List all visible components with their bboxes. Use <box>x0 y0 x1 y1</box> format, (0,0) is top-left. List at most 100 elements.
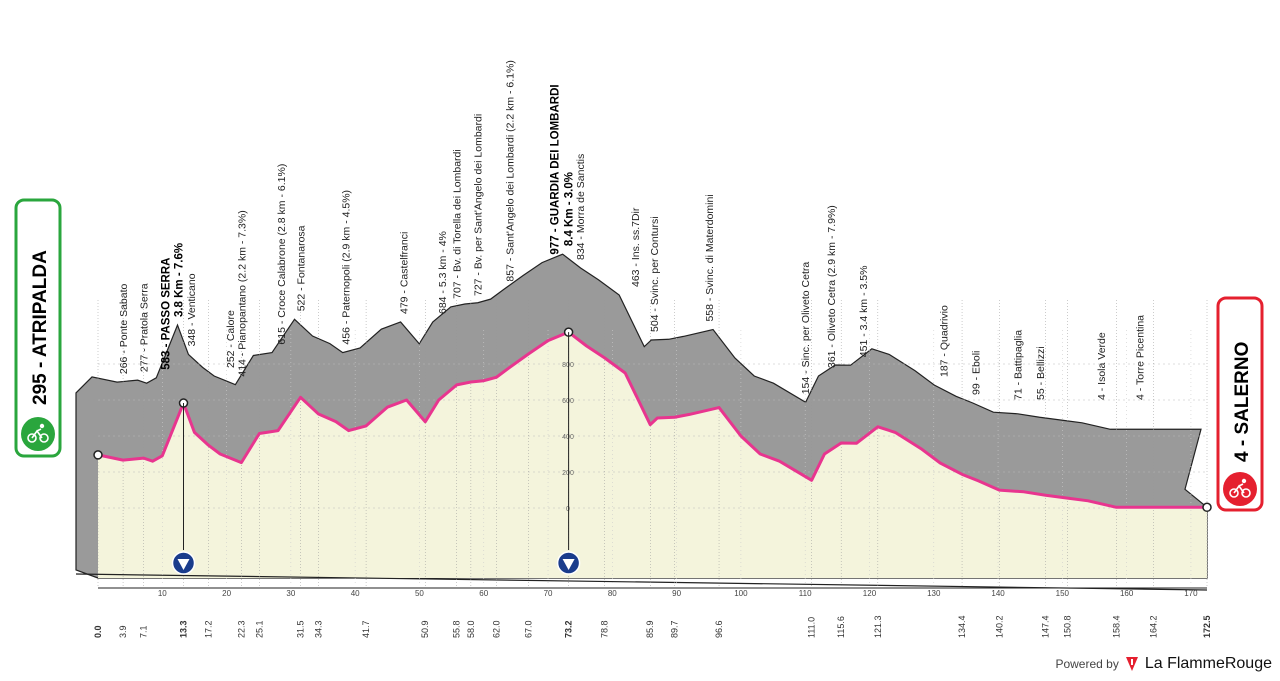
km-label-17.2: 17.2 <box>204 620 214 638</box>
x-tick-120: 120 <box>863 589 877 598</box>
x-tick-10: 10 <box>158 589 167 598</box>
badges: 295 - ATRIPALDA 4 - SALERNO <box>14 198 1264 512</box>
km-label-7.1: 7.1 <box>139 625 149 638</box>
x-tick-130: 130 <box>927 589 941 598</box>
brand-text: La FlammeRouge <box>1144 655 1272 672</box>
x-tick-50: 50 <box>415 589 424 598</box>
waypoint-label-17: 834 - Morra de Sanctis <box>575 154 587 260</box>
waypoint-label-29: 4 - Torre Picentina <box>1134 315 1146 400</box>
x-tick-20: 20 <box>222 589 231 598</box>
finish-cyclist-icon <box>1223 472 1257 506</box>
waypoint-label-4: 348 - Venticano <box>186 273 198 346</box>
finish-badge: 4 - SALERNO <box>1216 296 1264 512</box>
start-badge: 295 - ATRIPALDA <box>14 198 62 458</box>
waypoint-label-28: 4 - Isola Verde <box>1096 332 1108 400</box>
road-layer <box>93 327 1212 575</box>
waypoint-label-1: 277 - Pratola Serra <box>139 283 151 372</box>
waypoint-label-0: 266 - Ponte Sabato <box>118 283 130 374</box>
waypoint-label-26: 71 - Battipaglia <box>1012 330 1024 400</box>
waypoint-label-8: 522 - Fontanarosa <box>296 225 308 311</box>
waypoint-labels: 266 - Ponte Sabato 277 - Pratola Serra 583… <box>118 60 1146 400</box>
x-tick-60: 60 <box>479 589 488 598</box>
road-line <box>97 330 1207 509</box>
km-label-22.3: 22.3 <box>236 620 246 638</box>
x-tick-110: 110 <box>799 589 812 598</box>
km-label-111.0: 111.0 <box>807 617 817 638</box>
alt-tick-0: 0 <box>566 506 570 513</box>
alt-tick-200: 200 <box>562 470 574 477</box>
waypoint-label-14: 857 - Sant'Angelo dei Lombardi (2.2 km -… <box>504 60 516 281</box>
start-badge-frame <box>14 198 62 458</box>
finish-rider-head <box>1241 478 1247 484</box>
waypoint-label-24: 187 - Quadrivio <box>938 305 950 377</box>
waypoint-label-7: 615 - Croce Calabrone (2.8 km - 6.1%) <box>276 164 288 345</box>
km-label-3.9: 3.9 <box>118 625 128 638</box>
waypoint-label-13: 727 - Bv. per Sant'Angelo dei Lombardi <box>472 114 484 296</box>
km-label-89.7: 89.7 <box>670 620 680 638</box>
x-axis: 10 20 30 40 50 60 70 80 90 100 110 120 130 140 150 160 1… <box>93 587 1212 638</box>
km-label-85.9: 85.9 <box>645 620 655 638</box>
relief-layer <box>75 253 1208 579</box>
waypoint-label-18: 463 - Ins. ss.7Dir <box>630 207 642 287</box>
km-label-34.3: 34.3 <box>314 620 324 638</box>
waypoint-label-12: 707 - Bv. di Torella dei Lombardi <box>452 149 464 299</box>
waypoint-label-21: 154 - Sinc. per Oliveto Cetra <box>800 262 812 395</box>
km-label-158.4: 158.4 <box>1111 615 1121 638</box>
km-label-121.3: 121.3 <box>873 615 883 638</box>
km-label-147.4: 147.4 <box>1041 615 1051 638</box>
waypoint-label-11: 684 - 5.3 km - 4% <box>437 231 449 314</box>
sprint-chevron-icon <box>562 559 575 570</box>
km-label-73.2: 73.2 <box>564 620 574 638</box>
powered-by-text: Powered by <box>1055 657 1119 671</box>
km-label-13.3: 13.3 <box>179 620 189 638</box>
x-tick-80: 80 <box>608 589 617 598</box>
waypoint-label-3: 3.8 Km - 7.6% <box>173 243 185 317</box>
waypoint-label-16: 8.4 Km - 3.0% <box>564 172 576 246</box>
x-tick-30: 30 <box>286 589 295 598</box>
x-tick-70: 70 <box>544 589 553 598</box>
alt-tick-800: 800 <box>562 362 574 369</box>
km-label-31.5: 31.5 <box>296 620 306 638</box>
x-tick-170: 170 <box>1184 589 1198 598</box>
waypoint-label-9: 456 - Paternopoli (2.9 km - 4.5%) <box>341 190 353 345</box>
waypoint-label-25: 99 - Eboli <box>971 351 983 395</box>
waypoint-label-5: 252 - Calore <box>225 310 237 368</box>
finish-point <box>1202 502 1212 513</box>
start-cyclist-icon <box>21 417 55 451</box>
km-label-25.1: 25.1 <box>254 620 264 638</box>
waypoint-label-22: 361 - Oliveto Cetra (2.9 km - 7.9%) <box>826 205 838 368</box>
km-label-150.8: 150.8 <box>1062 615 1072 638</box>
km-label-0.0: 0.0 <box>93 625 103 638</box>
start-bike-glyph <box>27 428 49 443</box>
waypoint-label-19: 504 - Svinc. per Contursi <box>649 216 661 332</box>
km-label-55.8: 55.8 <box>452 620 462 638</box>
x-tick-140: 140 <box>991 589 1005 598</box>
waypoint-label-20: 558 - Svinc. di Materdomini <box>704 194 716 321</box>
waypoint-label-15: 977 - GUARDIA DEI LOMBARDI <box>549 84 561 254</box>
km-label-115.6: 115.6 <box>836 616 846 638</box>
flamme-rouge-logo-icon <box>1125 657 1138 671</box>
profile-area <box>98 332 1207 578</box>
km-label-134.4: 134.4 <box>957 615 967 638</box>
x-tick-90: 90 <box>672 589 681 598</box>
profile-base-line <box>75 573 1208 591</box>
finish-label: 4 - SALERNO <box>1232 342 1253 462</box>
start-point <box>93 450 103 460</box>
km-label-41.7: 41.7 <box>361 620 371 638</box>
km-label-67.0: 67.0 <box>524 620 534 638</box>
credit: Powered by La FlammeRouge <box>1055 655 1272 673</box>
start-rider-head <box>39 423 45 429</box>
km-label-172.5: 172.5 <box>1202 615 1212 638</box>
finish-bike-glyph <box>1229 483 1251 498</box>
alt-tick-600: 600 <box>562 398 574 405</box>
waypoint-label-10: 479 - Castelfranci <box>398 232 410 314</box>
waypoint-label-23: 451 - 3.4 km - 3.5% <box>858 266 870 358</box>
km-label-140.2: 140.2 <box>994 615 1004 638</box>
x-tick-100: 100 <box>734 589 748 598</box>
x-tick-40: 40 <box>351 589 360 598</box>
km-label-50.9: 50.9 <box>420 620 430 638</box>
x-tick-160: 160 <box>1120 589 1134 598</box>
km-label-78.8: 78.8 <box>600 620 610 638</box>
km-label-58.0: 58.0 <box>466 620 476 638</box>
